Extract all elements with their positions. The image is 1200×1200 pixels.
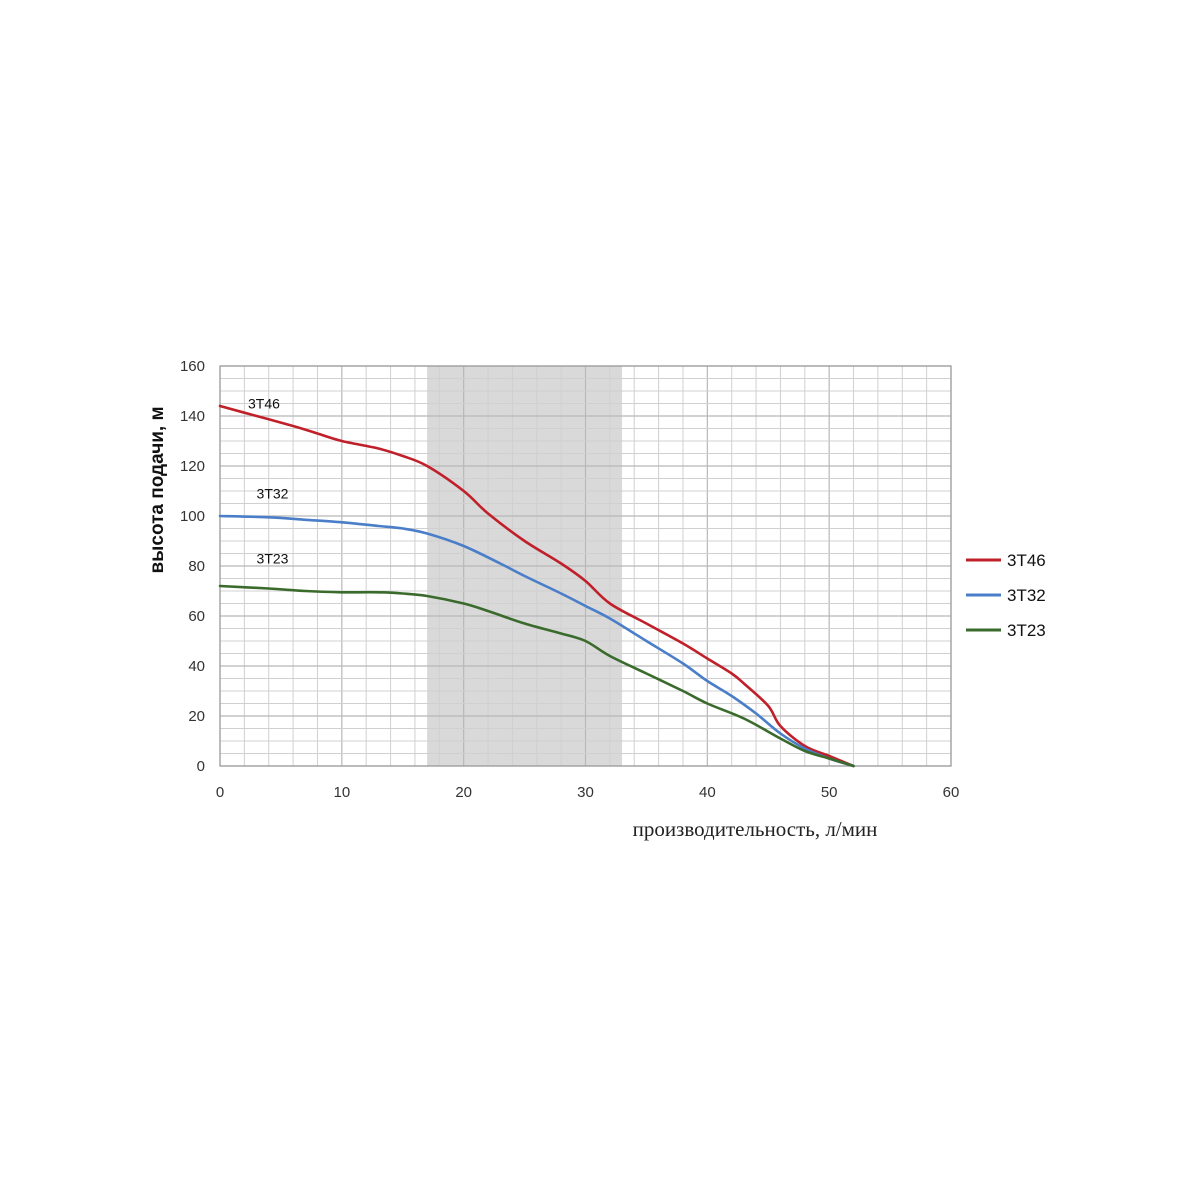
x-tick-label: 20 [455, 784, 472, 801]
series-line-3t23 [218, 584, 855, 768]
legend-label-3t23: 3T23 [1007, 621, 1046, 640]
y-axis-label: высота подачи, м [147, 406, 168, 573]
series-line-3t32 [218, 514, 855, 768]
x-tick-label: 40 [699, 784, 716, 801]
curve-label-3t23: 3T23 [257, 551, 289, 567]
y-tick-label: 140 [180, 408, 205, 425]
legend-label-3t32: 3T32 [1007, 586, 1046, 605]
y-tick-label: 100 [180, 508, 205, 525]
legend-label-3t46: 3T46 [1007, 551, 1046, 570]
x-tick-label: 50 [821, 784, 838, 801]
x-tick-label: 30 [577, 784, 594, 801]
legend: 3T46 3T32 3T23 [966, 551, 1046, 640]
y-tick-label: 120 [180, 458, 205, 475]
curve-label-layer: 3T46 3T32 3T23 [248, 396, 289, 567]
x-tick-label: 60 [943, 784, 960, 801]
y-tick-label: 40 [188, 658, 205, 675]
series-layer [218, 404, 855, 768]
x-tick-label: 0 [216, 784, 224, 801]
x-tick-label: 10 [333, 784, 350, 801]
curve-label-3t46: 3T46 [248, 396, 280, 412]
x-axis-label: производительность, л/мин [633, 817, 878, 841]
curve-label-3t32: 3T32 [257, 486, 289, 502]
grid-layer [219, 365, 952, 767]
tick-label-layer: 0 10 20 30 40 50 60 0 20 40 60 80 100 120 140 160 [180, 358, 959, 801]
y-tick-label: 160 [180, 358, 205, 375]
series-line-3t46 [218, 404, 855, 768]
y-tick-label: 20 [188, 708, 205, 725]
y-tick-label: 80 [188, 558, 205, 575]
y-tick-label: 60 [188, 608, 205, 625]
plot-frame [219, 365, 952, 767]
y-tick-label: 0 [197, 758, 205, 775]
